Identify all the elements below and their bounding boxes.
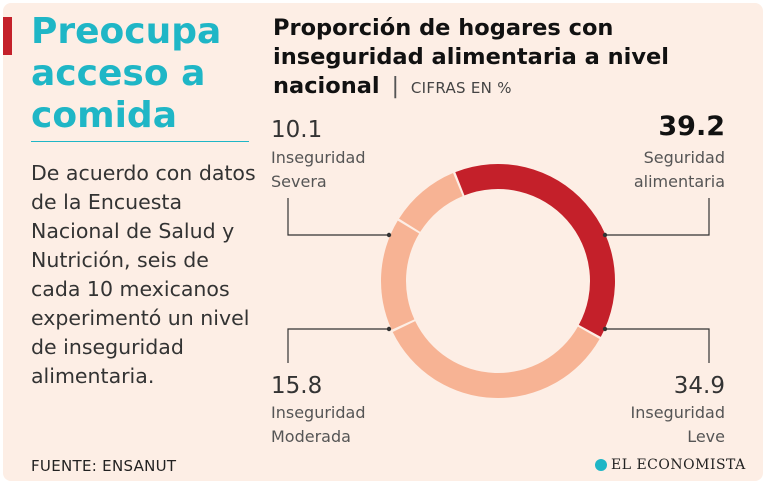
value-seguridad: 39.2 (658, 111, 725, 142)
leader-line-severa (287, 198, 389, 236)
leader-dots (386, 232, 608, 332)
leader-dot-seguridad (602, 232, 608, 238)
publisher-logo: EL ECONOMISTA (595, 457, 746, 473)
source-note: FUENTE: ENSANUT (31, 457, 177, 475)
donut-chart (287, 163, 710, 399)
donut-slice-2 (392, 321, 600, 399)
donut-slice-4 (399, 172, 463, 232)
leader-line-leve (605, 328, 710, 363)
label-severa-line1: Inseguridad (271, 148, 366, 167)
donut-slice-1 (455, 163, 616, 337)
leader-dot-severa (386, 232, 392, 238)
label-leve-line2: Leve (687, 427, 725, 446)
infographic-card: Preocupa acceso a comida De acuerdo con … (3, 3, 763, 481)
accent-bar (3, 17, 12, 55)
chart-subtitle: CIFRAS EN % (410, 79, 512, 97)
title-separator: | (391, 73, 400, 99)
label-leve: Inseguridad Leve (585, 401, 725, 449)
body-text: De acuerdo con datos de la Encuesta Naci… (31, 161, 256, 388)
leader-dot-leve (602, 326, 608, 332)
value-moderada: 15.8 (271, 373, 323, 399)
label-severa: Inseguridad Severa (271, 146, 411, 194)
headline-divider (31, 141, 249, 142)
label-seguridad-line1: Seguridad (643, 148, 725, 167)
leader-line-seguridad (605, 198, 710, 236)
label-severa-line2: Severa (271, 172, 327, 191)
label-moderada-line1: Inseguridad (271, 403, 366, 422)
leader-line-moderada (287, 328, 389, 363)
label-moderada: Inseguridad Moderada (271, 401, 411, 449)
logo-icon (595, 459, 607, 471)
value-severa: 10.1 (271, 117, 323, 143)
leader-dot-moderada (386, 326, 392, 332)
logo-text: EL ECONOMISTA (611, 457, 746, 473)
label-moderada-line2: Moderada (271, 427, 351, 446)
label-seguridad: Seguridad alimentaria (585, 146, 725, 194)
donut-slice-3 (381, 220, 420, 330)
leader-lines (287, 198, 710, 363)
label-seguridad-line2: alimentaria (633, 172, 725, 191)
chart-title: Proporción de hogares con inseguridad al… (273, 15, 670, 99)
value-leve: 34.9 (673, 373, 725, 399)
headline: Preocupa acceso a comida (31, 11, 222, 136)
donut-slices (381, 163, 616, 399)
chart-title-block: Proporción de hogares con inseguridad al… (273, 14, 743, 103)
label-leve-line1: Inseguridad (630, 403, 725, 422)
